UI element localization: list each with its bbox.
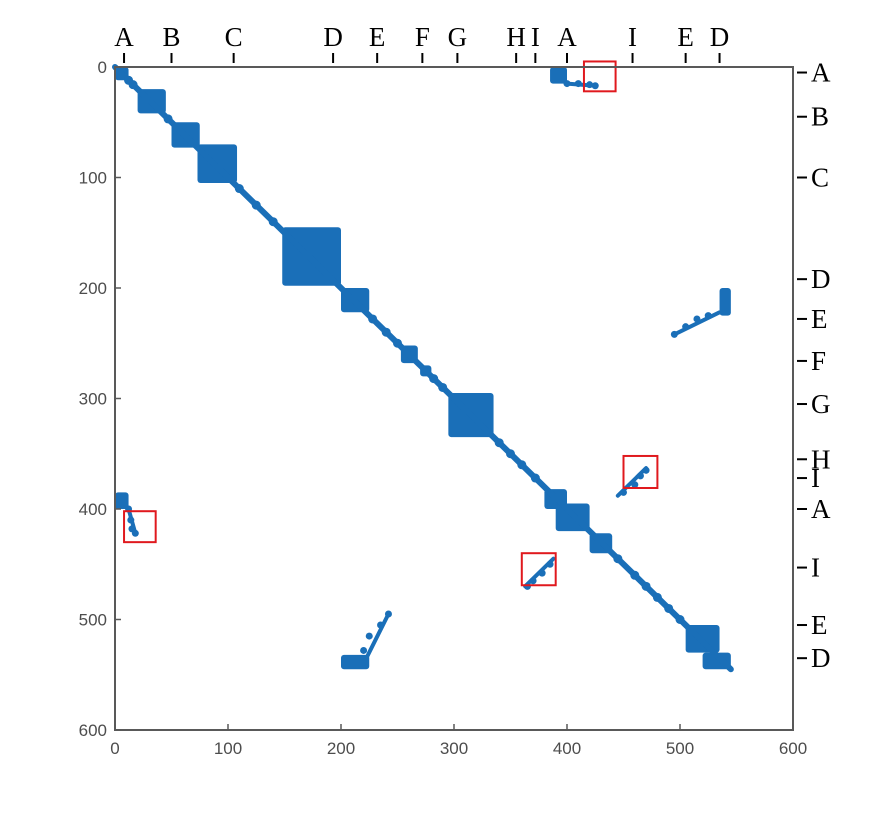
data-point: [517, 460, 527, 470]
right-segment-label: E: [811, 610, 828, 640]
top-segment-label: E: [369, 22, 386, 52]
right-segment-label: E: [811, 304, 828, 334]
right-segment-label: F: [811, 346, 826, 376]
x-tick-label: 300: [440, 739, 468, 758]
data-block: [719, 288, 731, 316]
data-marks: [112, 64, 734, 673]
top-segment-label: D: [323, 22, 343, 52]
x-tick-label: 0: [110, 739, 119, 758]
data-point: [429, 374, 439, 384]
data-trace: [615, 466, 649, 498]
data-point: [641, 581, 651, 591]
data-point: [530, 473, 540, 483]
y-tick-label: 200: [79, 279, 107, 298]
data-point: [494, 438, 504, 448]
data-trace: [126, 507, 138, 536]
top-segment-label: F: [415, 22, 430, 52]
x-tick-label: 200: [327, 739, 355, 758]
data-trace: [523, 556, 556, 589]
data-block: [341, 654, 370, 670]
data-block: [115, 492, 129, 509]
right-segment-label: I: [811, 463, 820, 493]
top-segment-label: B: [162, 22, 180, 52]
data-point: [360, 646, 368, 654]
data-block: [550, 67, 567, 84]
highlight-box: [520, 552, 557, 587]
x-axis: 0 100 200 300 400 500 600: [110, 724, 807, 758]
data-trace: [672, 310, 722, 337]
right-segment-label: H: [811, 444, 831, 474]
data-point: [652, 592, 662, 602]
right-segment-label: C: [811, 163, 829, 193]
x-tick-label: 500: [666, 739, 694, 758]
data-point: [368, 314, 378, 324]
y-tick-label: 600: [79, 721, 107, 740]
highlight-box: [582, 60, 617, 93]
right-segment-label: D: [811, 264, 831, 294]
data-trace: [565, 81, 598, 88]
top-segment-label: E: [677, 22, 694, 52]
right-segment-label: I: [811, 553, 820, 583]
data-point: [664, 603, 674, 613]
y-tick-label: 400: [79, 500, 107, 519]
right-segment-label: D: [811, 643, 831, 673]
data-point: [630, 570, 640, 580]
highlight-box: [622, 454, 659, 490]
top-segment-label: A: [557, 22, 577, 52]
top-segment-label: I: [531, 22, 540, 52]
top-segment-label: H: [506, 22, 526, 52]
y-tick-label: 300: [79, 390, 107, 409]
diagonal-band: [112, 64, 734, 673]
data-point: [163, 114, 173, 124]
top-segment-label: D: [710, 22, 730, 52]
top-segment-label: I: [628, 22, 637, 52]
highlight-boxes: [123, 60, 659, 587]
data-point: [128, 80, 138, 90]
top-segment-label: A: [114, 22, 134, 52]
top-segment-label: G: [448, 22, 468, 52]
data-point: [365, 632, 373, 640]
y-tick-label: 500: [79, 611, 107, 630]
top-segment-label: C: [225, 22, 243, 52]
data-point: [268, 217, 278, 227]
data-point: [438, 382, 448, 392]
right-segment-label: G: [811, 389, 831, 419]
x-tick-label: 600: [779, 739, 807, 758]
y-axis: 0 100 200 300 400 500 600: [79, 58, 121, 740]
data-point: [613, 554, 623, 564]
y-tick-label: 0: [98, 58, 107, 77]
right-segment-label: A: [811, 58, 831, 88]
x-tick-label: 400: [553, 739, 581, 758]
x-tick-label: 100: [214, 739, 242, 758]
y-tick-label: 100: [79, 169, 107, 188]
data-point: [675, 615, 685, 624]
data-point: [381, 327, 391, 337]
data-point: [234, 184, 244, 194]
data-trace: [361, 611, 391, 666]
highlight-box: [123, 510, 157, 544]
data-point: [251, 200, 261, 210]
right-segment-label: A: [811, 494, 831, 524]
data-point: [393, 338, 402, 348]
right-segment-label: B: [811, 102, 829, 132]
data-point: [506, 449, 515, 459]
